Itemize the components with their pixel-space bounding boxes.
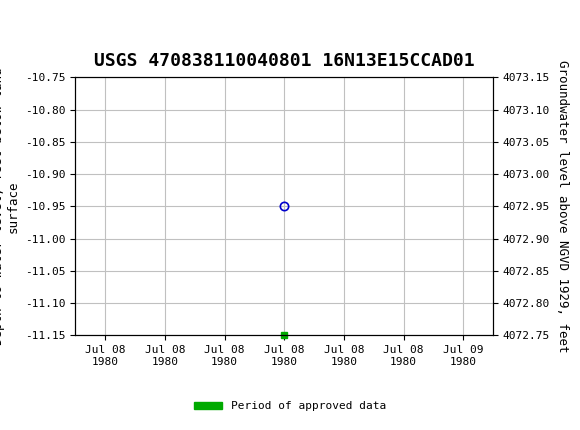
- Legend: Period of approved data: Period of approved data: [190, 397, 390, 416]
- Title: USGS 470838110040801 16N13E15CCAD01: USGS 470838110040801 16N13E15CCAD01: [94, 52, 474, 70]
- Y-axis label: Depth to water level, feet below land
surface: Depth to water level, feet below land su…: [0, 68, 20, 345]
- Y-axis label: Groundwater level above NGVD 1929, feet: Groundwater level above NGVD 1929, feet: [556, 60, 568, 353]
- Text: ▒USGS: ▒USGS: [12, 13, 78, 39]
